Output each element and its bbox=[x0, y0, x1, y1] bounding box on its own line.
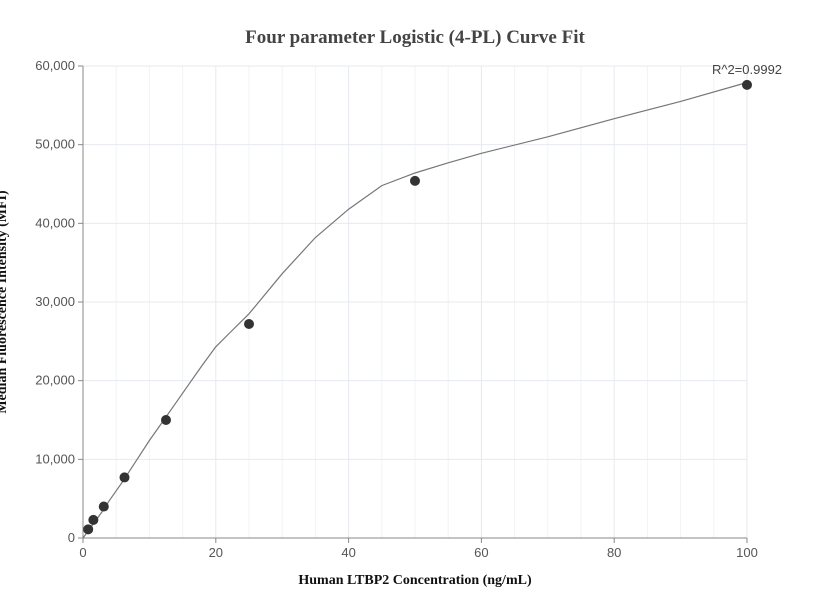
x-tick-label: 20 bbox=[209, 545, 223, 560]
y-axis-title: Median Fluorescence Intensity (MFI) bbox=[0, 190, 10, 414]
data-points bbox=[83, 79, 752, 535]
x-tick-label: 60 bbox=[474, 545, 488, 560]
data-point bbox=[161, 415, 171, 425]
y-tick-label: 60,000 bbox=[35, 58, 75, 73]
r-squared-annotation: R^2=0.9992 bbox=[712, 62, 782, 77]
data-point bbox=[119, 472, 130, 483]
x-tick-label: 0 bbox=[79, 545, 86, 560]
y-tick-label: 30,000 bbox=[35, 294, 75, 309]
y-tick-label: 40,000 bbox=[35, 215, 75, 230]
x-tick-label: 80 bbox=[607, 545, 621, 560]
fit-curve-layer bbox=[82, 81, 748, 539]
data-point bbox=[410, 175, 420, 186]
y-tick-label: 10,000 bbox=[35, 451, 75, 466]
fit-curve bbox=[82, 81, 748, 539]
chart-title: Four parameter Logistic (4-PL) Curve Fit bbox=[245, 27, 585, 48]
y-tick-label: 50,000 bbox=[35, 137, 75, 152]
data-point bbox=[244, 319, 254, 330]
grid bbox=[83, 65, 748, 538]
y-tick-label: 0 bbox=[68, 530, 75, 545]
x-axis-title: Human LTBP2 Concentration (ng/mL) bbox=[298, 573, 532, 588]
x-tick-label: 40 bbox=[341, 545, 355, 560]
data-point bbox=[98, 501, 109, 512]
data-point bbox=[83, 524, 94, 535]
data-point bbox=[88, 514, 99, 525]
axes: 0 20 40 60 80 100 0 10,000 20,000 30,000 40,000 50,… bbox=[35, 58, 758, 560]
y-tick-label: 20,000 bbox=[35, 373, 75, 388]
data-point bbox=[742, 79, 752, 90]
x-tick-label: 100 bbox=[736, 545, 758, 560]
